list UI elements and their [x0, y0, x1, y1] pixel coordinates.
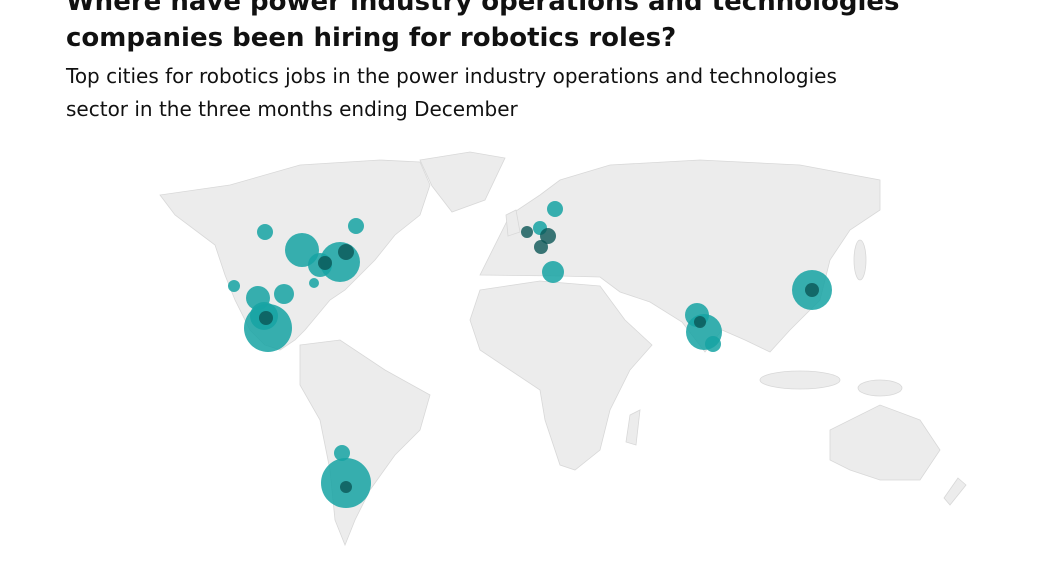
city-bubbles — [228, 201, 832, 508]
title: Where have power industry operations and… — [66, 0, 900, 53]
city-bubble — [540, 228, 556, 244]
city-bubble — [694, 316, 706, 328]
city-bubble — [534, 240, 548, 254]
subtitle: Top cities for robotics jobs in the powe… — [66, 64, 837, 121]
city-bubble — [318, 256, 332, 270]
city-bubble — [348, 218, 364, 234]
city-bubble — [338, 244, 354, 260]
indonesia — [759, 370, 841, 390]
africa — [469, 280, 653, 471]
city-bubble — [805, 283, 819, 297]
new-guinea — [857, 379, 903, 397]
city-bubble — [257, 224, 273, 240]
new-zealand — [943, 477, 967, 506]
city-bubble — [274, 284, 294, 304]
japan — [853, 239, 867, 281]
greenland — [419, 151, 506, 213]
city-bubble — [547, 201, 563, 217]
city-bubble — [244, 304, 292, 352]
city-bubble — [334, 445, 350, 461]
city-bubble — [521, 226, 533, 238]
south-america — [299, 339, 431, 547]
city-bubble — [259, 311, 273, 325]
city-bubble — [340, 481, 352, 493]
city-bubble — [542, 261, 564, 283]
land — [159, 151, 967, 547]
city-bubble — [228, 280, 240, 292]
australia — [829, 404, 941, 481]
madagascar — [625, 409, 641, 446]
britain — [505, 209, 521, 237]
city-bubble — [309, 278, 319, 288]
city-bubble — [705, 336, 721, 352]
